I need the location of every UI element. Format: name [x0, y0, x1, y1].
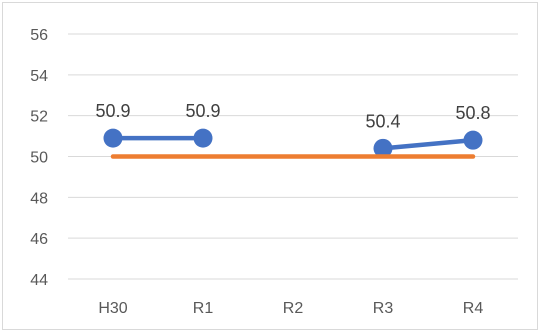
y-tick-label: 48	[30, 190, 48, 207]
x-tick-label: R3	[373, 300, 394, 317]
data-label: 50.8	[455, 103, 490, 123]
y-axis-ticks: 56 54 52 50 48 46 44	[30, 27, 48, 289]
series-layer	[103, 128, 483, 159]
x-axis-ticks: H30 R1 R2 R3 R4	[98, 300, 483, 317]
y-tick-label: 54	[30, 68, 48, 85]
data-label: 50.9	[95, 101, 130, 121]
y-tick-label: 46	[30, 231, 48, 248]
data-point	[373, 138, 393, 158]
data-label: 50.4	[365, 111, 400, 131]
chart-frame	[2, 2, 538, 330]
data-point	[193, 128, 213, 148]
x-tick-label: R4	[463, 300, 484, 317]
data-point	[103, 128, 123, 148]
x-tick-label: R2	[283, 300, 304, 317]
x-tick-label: H30	[98, 300, 127, 317]
x-tick-label: R1	[193, 300, 214, 317]
data-point	[463, 130, 483, 150]
series-line	[380, 137, 476, 151]
y-tick-label: 50	[30, 150, 48, 167]
gridlines	[68, 33, 518, 280]
data-label: 50.9	[185, 101, 220, 121]
data-labels: 50.9 50.9 50.4 50.8	[95, 101, 490, 131]
y-tick-label: 56	[30, 27, 48, 44]
y-tick-label: 52	[30, 109, 48, 126]
y-tick-label: 44	[30, 272, 48, 289]
